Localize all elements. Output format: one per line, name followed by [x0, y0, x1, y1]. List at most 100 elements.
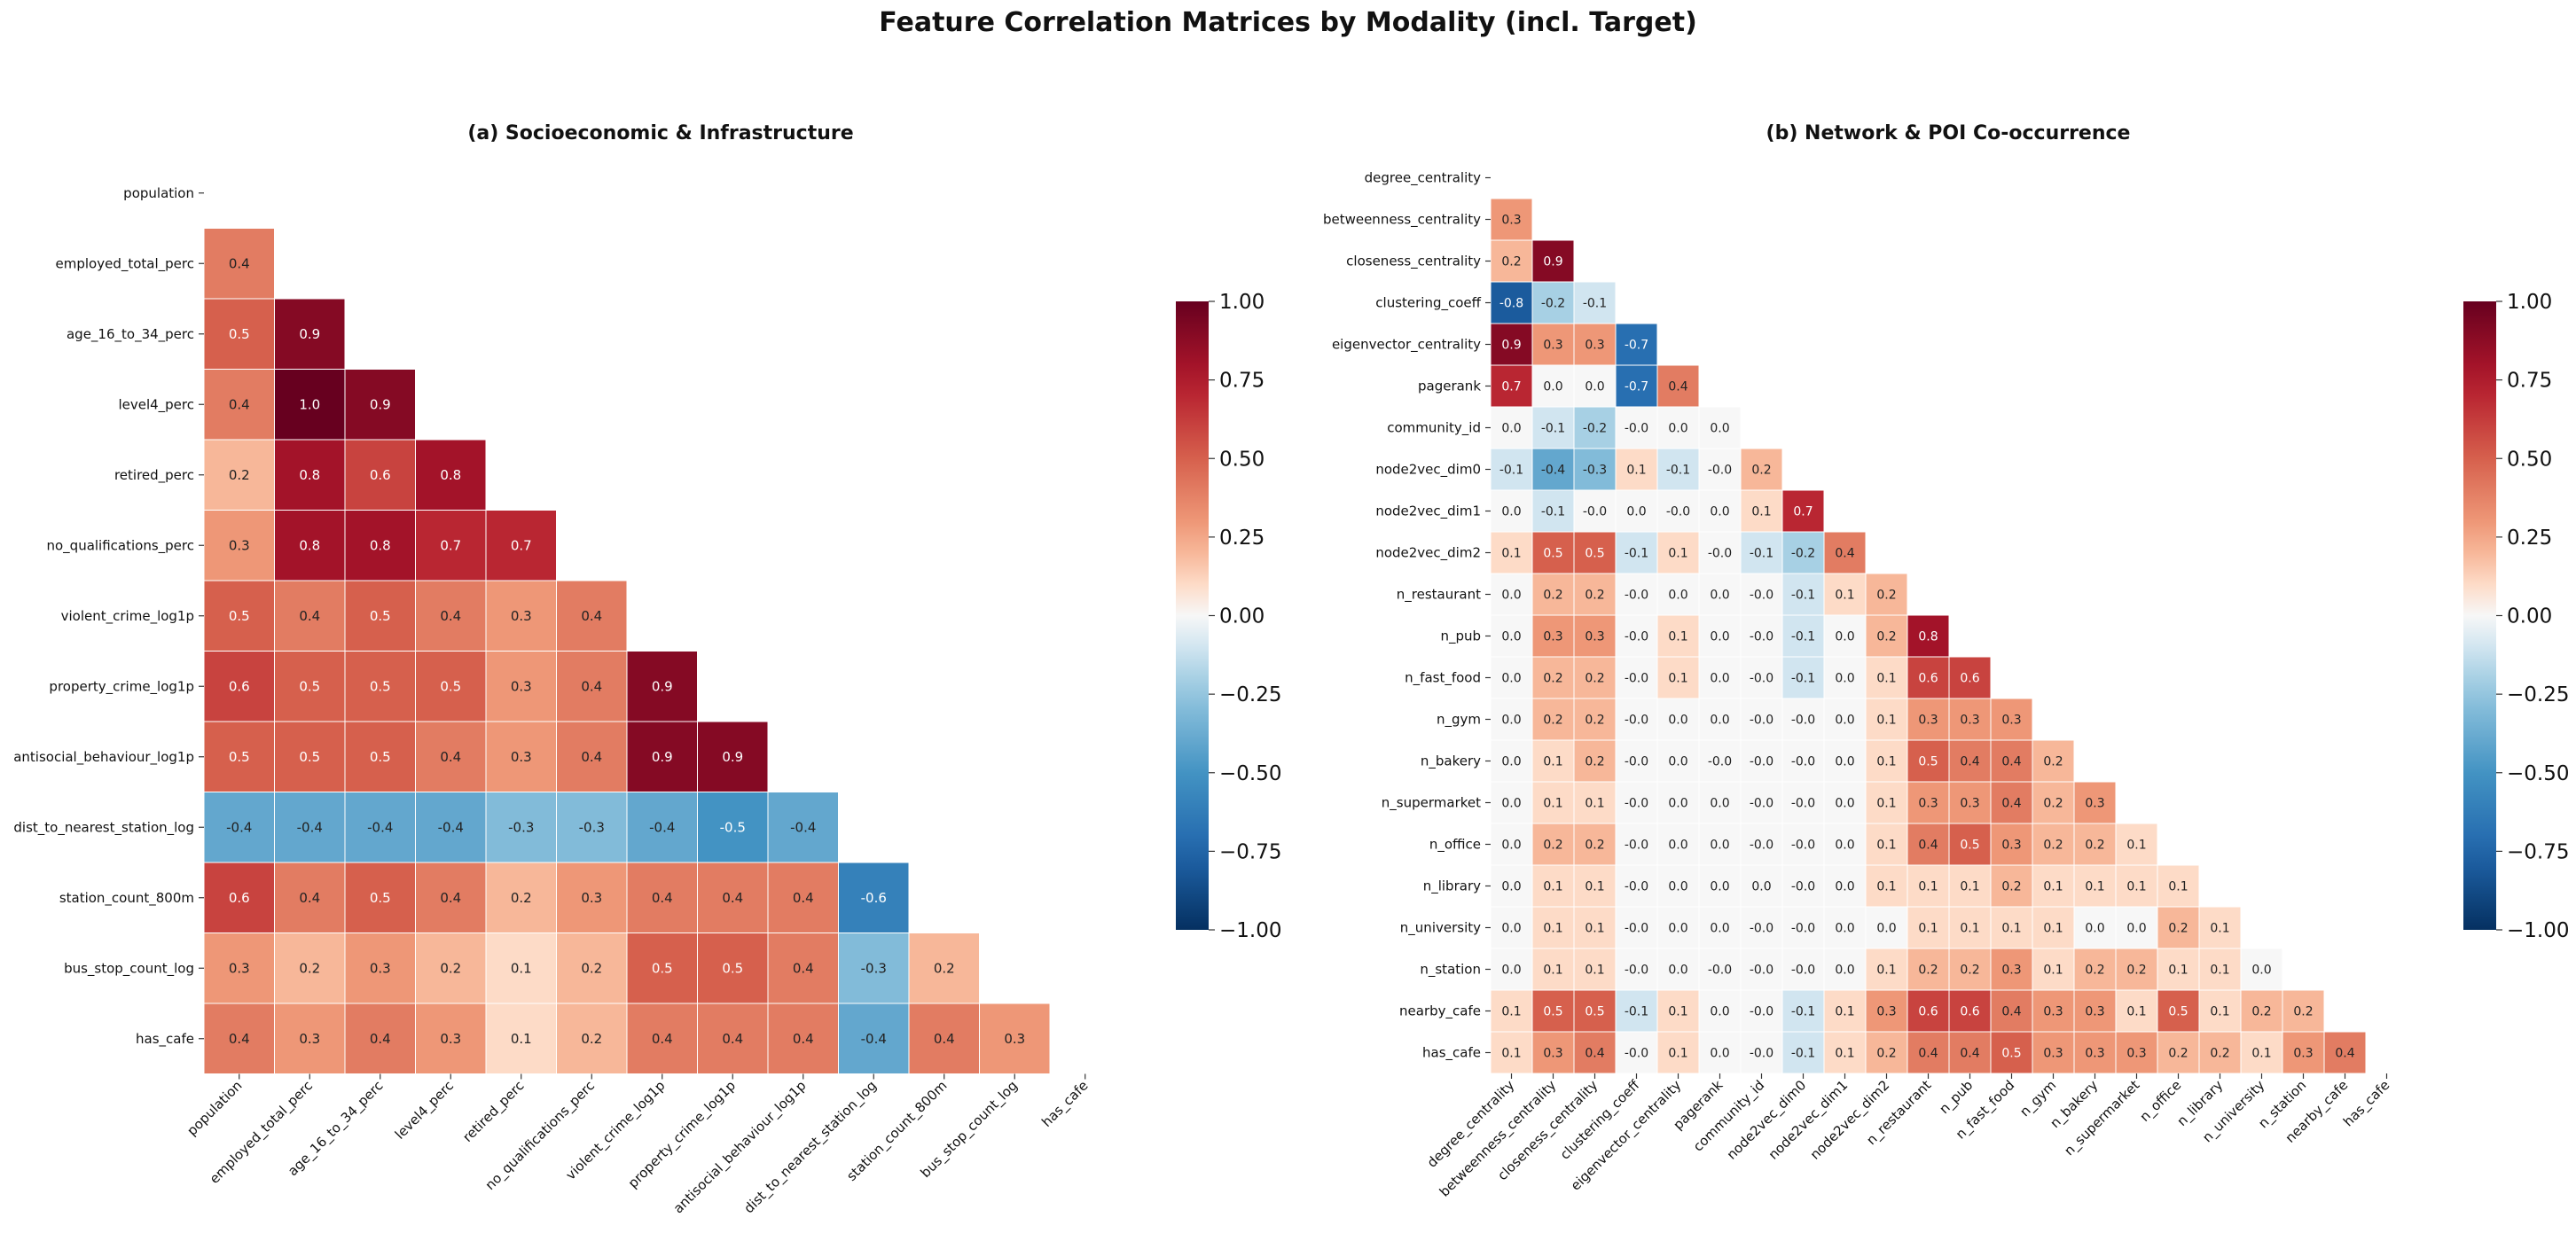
cell-value-label: -0.1 [1666, 464, 1690, 478]
cell-value-label: 0.2 [1876, 630, 1896, 644]
heatmap-cell [2240, 989, 2283, 1033]
y-tick-label: n_fast_food [1405, 670, 1481, 687]
heatmap-cell [1990, 698, 2033, 741]
cell-value-label: 0.0 [1501, 797, 1521, 811]
heatmap-cell [1573, 281, 1617, 324]
heatmap-cell [838, 933, 910, 1004]
cell-value-label: 0.2 [934, 961, 955, 977]
cell-value-label: 0.2 [1918, 964, 1938, 978]
heatmap-cell [1490, 614, 1533, 658]
heatmap-cell [1865, 781, 1908, 824]
y-tick-label: n_pub [1440, 628, 1481, 645]
heatmap-cell [1698, 781, 1742, 824]
heatmap-cell [1490, 448, 1533, 491]
cell-value-label: 0.5 [299, 679, 320, 695]
heatmap-cell [415, 510, 487, 581]
cell-value-label: 0.0 [1710, 672, 1729, 686]
cell-value-label: 0.1 [1918, 880, 1938, 894]
cell-value-label: 0.4 [581, 608, 602, 624]
cell-value-label: 0.0 [1501, 922, 1521, 936]
cell-value-label: 0.2 [440, 961, 461, 977]
cell-value-label: 0.5 [229, 326, 250, 342]
heatmap-cell [1573, 573, 1617, 616]
heatmap-cell [485, 580, 557, 652]
cell-value-label: 0.3 [1918, 797, 1938, 811]
cell-value-label: 0.2 [2168, 1047, 2188, 1061]
heatmap-cell [2157, 989, 2200, 1033]
cell-value-label: 0.2 [299, 961, 320, 977]
cell-value-label: 0.2 [2085, 964, 2104, 978]
cell-value-label: 0.9 [652, 749, 673, 765]
cell-value-label: -0.0 [1625, 589, 1648, 603]
cell-value-label: 0.6 [370, 467, 391, 483]
colorbar-tick-label: −0.25 [2507, 683, 2569, 706]
heatmap-cell [697, 933, 769, 1004]
cell-value-label: -0.1 [1625, 547, 1648, 561]
cell-value-label: 0.0 [1501, 714, 1521, 728]
cell-value-label: 0.0 [1710, 422, 1729, 436]
cell-value-label: 0.4 [299, 608, 320, 624]
heatmap-cell [1573, 406, 1617, 449]
cell-value-label: 0.0 [1501, 964, 1521, 978]
cell-value-label: -0.4 [790, 820, 816, 836]
cell-value-label: 0.3 [229, 538, 250, 554]
cell-value-label: 0.5 [440, 679, 461, 695]
heatmap-cell [2032, 948, 2075, 991]
heatmap-cell [203, 721, 275, 792]
cell-value-label: 0.2 [2251, 1005, 2271, 1019]
x-tick-label: has_cafe [2340, 1077, 2393, 1130]
cell-value-label: 0.4 [440, 749, 461, 765]
cell-value-label: 0.1 [1501, 1005, 1521, 1019]
cell-value-label: 0.7 [440, 538, 461, 554]
cell-value-label: 0.2 [2043, 755, 2063, 769]
y-tick-label: age_16_to_34_perc [67, 326, 194, 343]
heatmap-cell [1531, 364, 1575, 408]
heatmap-cell [1823, 864, 1867, 908]
heatmap-cell [556, 580, 628, 652]
cell-value-label: 0.0 [1835, 922, 1854, 936]
cell-value-label: 0.1 [2168, 964, 2188, 978]
heatmap-cell [1615, 323, 1658, 366]
cell-value-label: 0.0 [1501, 672, 1521, 686]
heatmap-cell [274, 1003, 346, 1074]
heatmap-cell [274, 298, 346, 370]
cell-value-label: 0.0 [1668, 922, 1687, 936]
cell-value-label: 0.3 [1918, 714, 1938, 728]
cell-value-label: 0.1 [1835, 1005, 1854, 1019]
cell-value-label: 0.2 [2210, 1047, 2229, 1061]
cell-value-label: 0.0 [1751, 880, 1771, 894]
heatmap-cell [1823, 781, 1867, 824]
cell-value-label: 0.1 [1835, 1047, 1854, 1061]
x-tick-label: has_cafe [1038, 1078, 1092, 1131]
cell-value-label: -0.0 [1625, 797, 1648, 811]
heatmap-cell [1698, 948, 1742, 991]
cell-value-label: 0.0 [1835, 714, 1854, 728]
heatmap-cell [1740, 906, 1783, 949]
heatmap-cell [1698, 573, 1742, 616]
heatmap-cell [1740, 864, 1783, 908]
cell-value-label: -0.0 [1625, 714, 1648, 728]
cell-value-label: 1.0 [299, 397, 320, 413]
heatmap-cell [1907, 781, 1950, 824]
cell-value-label: -0.0 [1750, 714, 1773, 728]
heatmap-cell [485, 651, 557, 722]
cell-value-label: 0.2 [1543, 839, 1562, 853]
cell-value-label: -0.0 [1666, 505, 1690, 519]
heatmap-cell [1656, 698, 1700, 741]
cell-value-label: -0.0 [1625, 1047, 1648, 1061]
cell-value-label: 0.4 [581, 749, 602, 765]
cell-value-label: -0.0 [1791, 964, 1815, 978]
heatmap-panel-0: (a) Socioeconomic & Infrastructure 0.4 0.5… [13, 122, 1281, 1217]
cell-value-label: 0.4 [1960, 755, 1979, 769]
heatmap-cell [1823, 698, 1867, 741]
heatmap-cell [1823, 989, 1867, 1033]
heatmap-cell [626, 792, 698, 863]
heatmap-cell [767, 933, 839, 1004]
colorbar-tick-label: 0.75 [1219, 370, 1265, 393]
cell-value-label: 0.3 [440, 1031, 461, 1047]
heatmap-cell [1573, 823, 1617, 866]
heatmap-cell [344, 862, 416, 933]
colorbar-tick-label: −0.50 [2507, 762, 2569, 785]
heatmap-cell [344, 651, 416, 722]
heatmap-cell [2157, 864, 2200, 908]
